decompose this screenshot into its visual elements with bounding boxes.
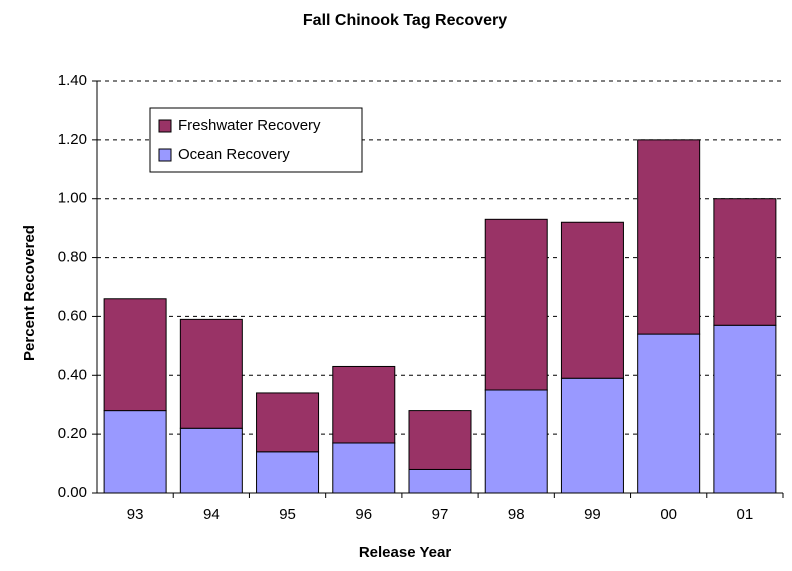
bar-segment (408, 410, 472, 470)
y-tick-label: 0.80 (58, 249, 87, 266)
bar-segment (484, 389, 548, 494)
bar-segment (560, 221, 624, 379)
legend-label: Freshwater Recovery (178, 117, 321, 134)
y-tick-label: 0.40 (58, 366, 87, 383)
legend-swatch (158, 148, 172, 162)
bar-segment (332, 442, 396, 494)
bar-segment (179, 427, 243, 494)
x-tick-label: 01 (737, 506, 754, 523)
legend-box (149, 107, 363, 173)
bar-segment (408, 468, 472, 494)
y-tick-label: 0.00 (58, 484, 87, 501)
x-tick-label: 99 (584, 506, 601, 523)
y-tick-label: 1.00 (58, 190, 87, 207)
x-tick-label: 96 (355, 506, 372, 523)
bar-segment (179, 318, 243, 429)
y-tick-label: 0.60 (58, 307, 87, 324)
x-tick-label: 95 (279, 506, 296, 523)
bar-segment (713, 198, 777, 326)
bar-segment (560, 377, 624, 494)
y-axis-title: Percent Recovered (21, 225, 38, 361)
legend-swatch (158, 119, 172, 133)
x-tick-label: 98 (508, 506, 525, 523)
y-tick-label: 1.40 (58, 72, 87, 89)
chart-title: Fall Chinook Tag Recovery (303, 12, 507, 29)
bar-segment (103, 410, 167, 494)
x-tick-label: 97 (432, 506, 449, 523)
y-tick-label: 1.20 (58, 131, 87, 148)
y-tick-label: 0.20 (58, 425, 87, 442)
x-tick-label: 94 (203, 506, 220, 523)
bar-segment (256, 392, 320, 453)
bar-segment (103, 298, 167, 412)
bar-segment (713, 324, 777, 494)
x-tick-label: 93 (127, 506, 144, 523)
bar-segment (484, 218, 548, 391)
x-axis-title: Release Year (359, 544, 451, 561)
bar-segment (256, 451, 320, 494)
x-tick-label: 00 (660, 506, 677, 523)
bar-segment (637, 139, 701, 335)
bar-segment (332, 365, 396, 444)
bar-segment (637, 333, 701, 494)
legend-label: Ocean Recovery (178, 146, 290, 163)
